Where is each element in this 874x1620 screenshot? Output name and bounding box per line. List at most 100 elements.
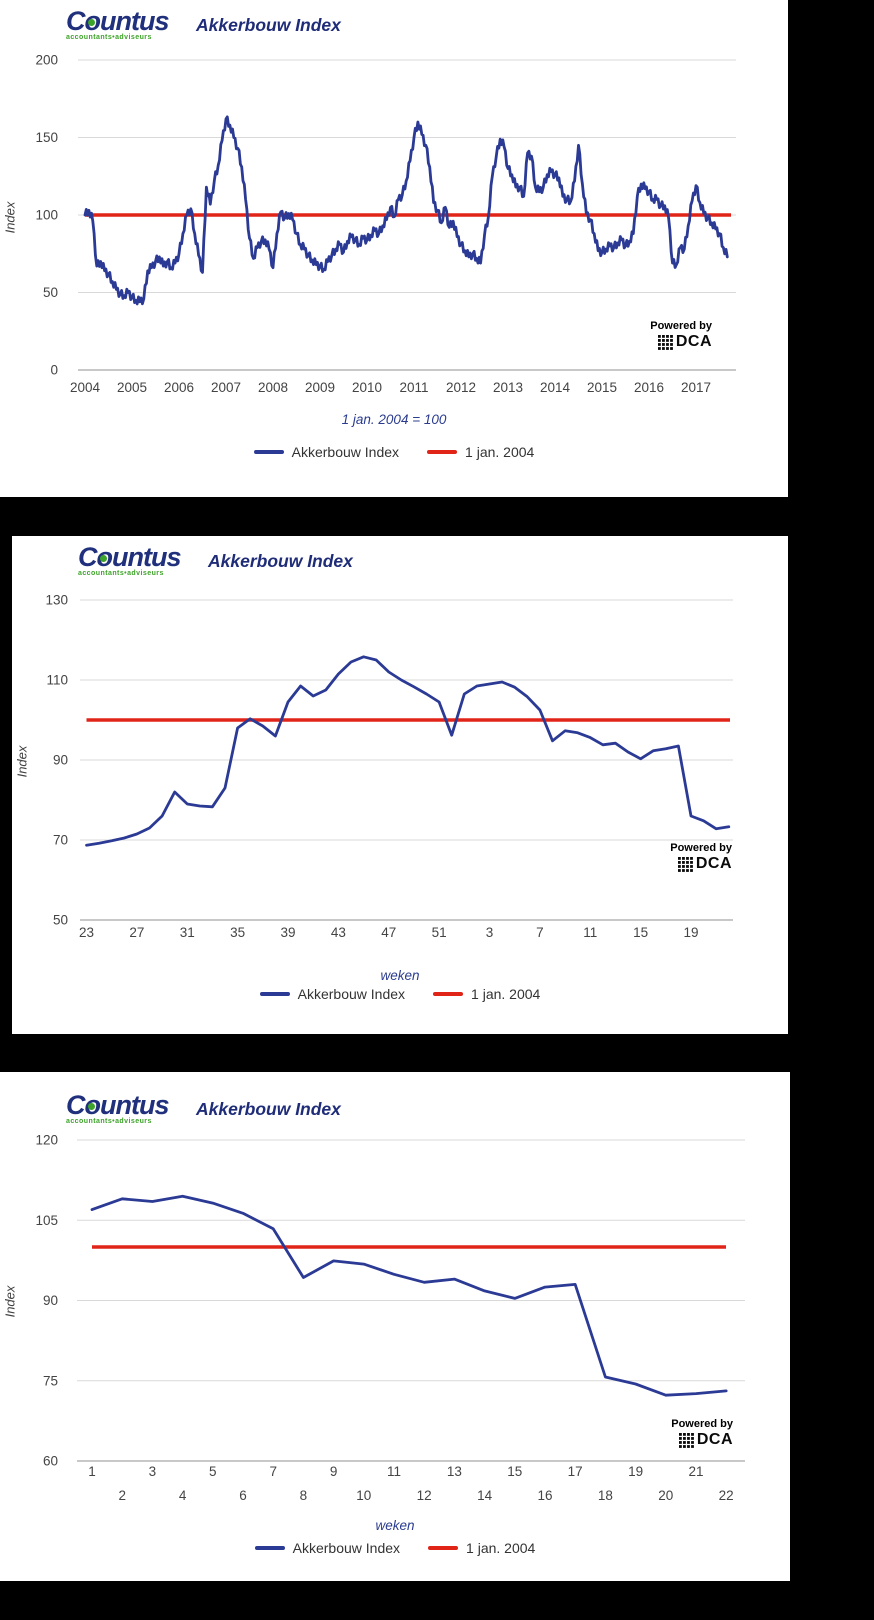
y-tick-label: 90: [43, 1293, 58, 1308]
y-tick-label: 120: [35, 1133, 58, 1148]
logo-subtext: accountants•adviseurs: [78, 570, 164, 577]
x-tick-label: 13: [447, 1464, 462, 1479]
line-chart-svg: 130 110 90 70 50 23 27 31 35 39 43 47 51 3 7 11 15 19: [45, 593, 733, 940]
x-tick-label: 6: [239, 1488, 247, 1503]
chart-subtitle: 1 jan. 2004 = 100: [341, 412, 447, 427]
x-tick-label: 2011: [399, 380, 428, 395]
dca-logo: Powered by DCA: [650, 320, 712, 351]
x-tick-label: 2010: [352, 380, 382, 395]
series-line-akkerbouw-index: [85, 655, 731, 847]
chart-title: Akkerbouw Index: [196, 15, 341, 35]
powered-by-label: Powered by: [671, 1418, 733, 1430]
x-tick-label: 31: [180, 925, 195, 940]
x-tick-label: 20: [658, 1488, 673, 1503]
chart-panel-52-weeks: Countus accountants•adviseurs Akkerbouw …: [12, 536, 788, 1034]
x-tick-label: 3: [149, 1464, 157, 1479]
y-tick-label: 130: [45, 593, 68, 608]
x-tick-label: 11: [583, 925, 597, 940]
x-tick-label: 16: [537, 1488, 552, 1503]
y-tick-label: 110: [46, 673, 68, 688]
x-tick-label: 7: [536, 925, 544, 940]
x-tick-label: 22: [719, 1488, 734, 1503]
legend-swatch-akkerbouw-icon: [253, 450, 284, 454]
x-tick-label: 2012: [446, 380, 476, 395]
legend-label-akkerbouw: Akkerbouw Index: [291, 444, 400, 460]
x-tick-label: 11: [387, 1464, 401, 1479]
countus-logo: Countus accountants•adviseurs: [66, 1090, 196, 1126]
x-tick-label: 2014: [540, 380, 571, 395]
line-chart-svg: 200 150 100 50 0 2004 2005 2006 2007 2008 2009 2010…: [35, 53, 736, 395]
y-tick-label: 75: [43, 1373, 58, 1388]
legend-swatch-akkerbouw-icon: [259, 992, 290, 996]
dca-label: DCA: [695, 855, 732, 872]
powered-by-label: Powered by: [650, 320, 712, 332]
logo-wordmark: Countus: [66, 6, 169, 36]
x-tick-label: 47: [381, 925, 396, 940]
x-tick-label: 43: [331, 925, 346, 940]
logo-wordmark: Countus: [78, 542, 181, 572]
x-tick-label: 8: [300, 1488, 308, 1503]
y-tick-label: 150: [35, 130, 58, 145]
y-tick-label: 100: [35, 208, 58, 223]
series-line-akkerbouw-index: [90, 1194, 728, 1397]
x-tick-label: 5: [209, 1464, 217, 1479]
y-tick-label: 105: [35, 1213, 58, 1228]
dca-grid-icon: [657, 334, 673, 350]
logo-subtext: accountants•adviseurs: [66, 34, 152, 41]
countus-logo: Countus accountants•adviseurs: [66, 6, 196, 42]
x-tick-label: 27: [129, 925, 144, 940]
series-line-akkerbouw-index: [83, 115, 729, 306]
x-tick-label: 19: [628, 1464, 643, 1479]
y-tick-label: 0: [50, 363, 58, 378]
y-tick-label: 90: [53, 753, 68, 768]
x-tick-label: 7: [269, 1464, 277, 1479]
x-tick-label: 15: [507, 1464, 522, 1479]
dca-grid-icon: [678, 1432, 694, 1448]
x-tick-label: 21: [688, 1464, 703, 1479]
x-axis-title: weken: [380, 968, 420, 983]
x-tick-label: 10: [356, 1488, 371, 1503]
x-tick-label: 2015: [587, 380, 617, 395]
legend: Akkerbouw Index 1 jan. 2004: [12, 986, 788, 1002]
x-tick-label: 23: [79, 925, 94, 940]
dca-label: DCA: [696, 1431, 733, 1448]
x-tick-label: 35: [230, 925, 245, 940]
x-tick-label: 2007: [211, 380, 241, 395]
dca-label: DCA: [675, 333, 712, 350]
logo-green-dot-icon: [100, 555, 107, 562]
legend-swatch-baseline-icon: [428, 1546, 459, 1550]
x-tick-label: 2017: [681, 380, 711, 395]
x-tick-label: 9: [330, 1464, 338, 1479]
x-tick-label: 19: [683, 925, 698, 940]
x-tick-label: 2013: [493, 380, 523, 395]
x-tick-label: 3: [486, 925, 494, 940]
dca-grid-icon: [677, 856, 693, 872]
x-tick-label: 1: [88, 1464, 96, 1479]
dca-logo: Powered by DCA: [671, 1418, 733, 1449]
logo-green-dot-icon: [88, 19, 95, 26]
legend-label-baseline: 1 jan. 2004: [471, 986, 541, 1002]
y-tick-label: 50: [53, 913, 68, 928]
y-tick-label: 60: [43, 1454, 58, 1469]
x-tick-label: 2009: [305, 380, 335, 395]
y-tick-label: 70: [53, 833, 68, 848]
logo-wordmark: Countus: [66, 1090, 169, 1120]
legend-swatch-baseline-icon: [427, 450, 458, 454]
x-tick-label: 2005: [117, 380, 147, 395]
x-tick-label: 18: [598, 1488, 613, 1503]
x-tick-label: 2008: [258, 380, 288, 395]
x-tick-label: 39: [280, 925, 295, 940]
chart-title: Akkerbouw Index: [208, 551, 353, 571]
x-tick-label: 12: [417, 1488, 432, 1503]
y-tick-label: 200: [35, 53, 58, 68]
x-tick-label: 14: [477, 1488, 493, 1503]
legend-label-akkerbouw: Akkerbouw Index: [297, 986, 406, 1002]
line-chart-svg: 1201059075601234567891011121314151617181…: [35, 1133, 745, 1503]
x-tick-label: 2004: [70, 380, 101, 395]
legend-label-akkerbouw: Akkerbouw Index: [292, 1540, 401, 1556]
legend: Akkerbouw Index 1 jan. 2004: [0, 444, 788, 460]
chart-panel-weeks-1-22: Countus accountants•adviseurs Akkerbouw …: [0, 1072, 790, 1581]
chart-title: Akkerbouw Index: [196, 1099, 341, 1119]
x-tick-label: 2016: [634, 380, 664, 395]
x-tick-label: 17: [568, 1464, 583, 1479]
